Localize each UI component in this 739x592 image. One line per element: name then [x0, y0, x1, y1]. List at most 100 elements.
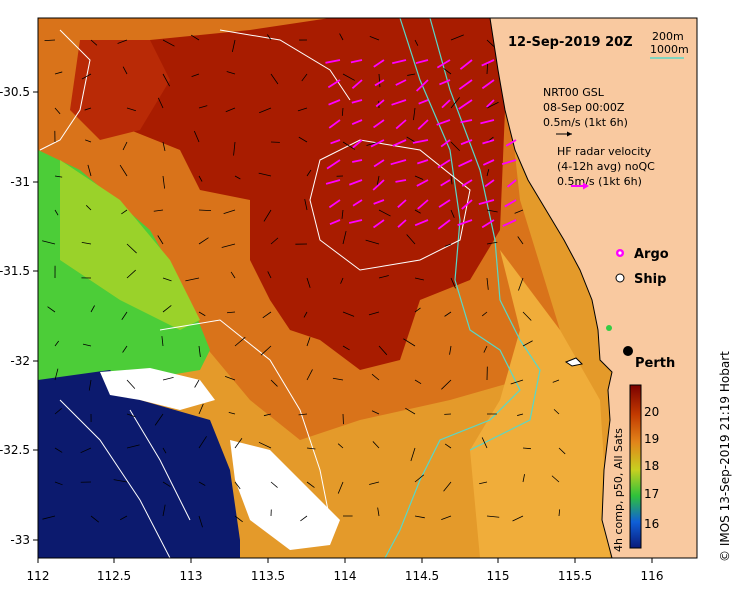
current-arrow [303, 311, 308, 318]
hf-radar-arrow [395, 119, 407, 130]
current-arrow [225, 107, 236, 113]
hf-radar-arrow [397, 199, 407, 208]
current-arrow [342, 141, 355, 150]
current-arrow [522, 447, 531, 450]
hf-radar-arrow [486, 99, 495, 108]
x-tick-label: 114 [334, 569, 357, 583]
current-arrow [193, 130, 200, 143]
y-tick-label: -31 [10, 175, 30, 189]
contour-200m [384, 18, 521, 558]
current-arrow [304, 199, 308, 211]
hf-radar-arrow [328, 199, 341, 209]
current-arrow [486, 209, 498, 213]
current-arrow [341, 107, 344, 116]
contour-1000m [429, 18, 541, 451]
hf-radar-arrow [439, 79, 451, 86]
current-arrow [263, 413, 272, 417]
hf-radar-arrow [417, 159, 429, 165]
hf-radar-arrow [392, 139, 407, 147]
ship-icon [615, 273, 625, 283]
current-arrow [198, 105, 208, 109]
current-arrow [444, 311, 452, 317]
hf-radar-scale: 0.5m/s (1kt 6h) [557, 175, 642, 188]
current-arrow [42, 515, 56, 520]
current-arrow [376, 175, 380, 186]
current-arrow [234, 336, 246, 347]
current-arrow [54, 340, 60, 347]
hf-radar-arrow [437, 159, 451, 169]
current-arrow [162, 73, 171, 87]
current-arrow [368, 311, 380, 316]
current-arrow [297, 107, 308, 112]
hf-radar-arrow [373, 59, 385, 68]
current-arrow [378, 73, 381, 88]
current-arrow [119, 515, 128, 521]
y-tick-label: -32.5 [0, 443, 30, 457]
hf-radar-arrow [330, 139, 341, 145]
hf-radar-arrow [502, 219, 517, 227]
current-arrow [558, 509, 561, 517]
current-arrow [88, 379, 92, 391]
hf-radar-arrow [417, 199, 429, 210]
hf-radar-arrow [440, 139, 451, 148]
hf-radar-arrow [373, 159, 385, 168]
current-arrow [153, 209, 164, 212]
current-arrow [414, 515, 425, 519]
hf-scale-arrowhead [583, 182, 589, 190]
hf-radar-arrow [436, 119, 451, 126]
current-arrow [224, 375, 236, 381]
current-arrow [162, 39, 175, 47]
y-tick-label: -30.5 [0, 85, 30, 99]
current-arrow [85, 139, 92, 143]
current-arrow [342, 345, 350, 351]
current-arrow [405, 407, 416, 415]
current-arrow [85, 205, 92, 211]
current-arrow [81, 241, 92, 245]
current-arrow [119, 164, 128, 177]
colorbar-tick-label: 16 [644, 517, 659, 531]
hf-radar-arrow [351, 99, 363, 104]
current-arrow [414, 379, 422, 385]
current-arrow [406, 234, 416, 245]
hf-radar-arrow [415, 59, 429, 64]
map-title: 12-Sep-2019 20Z [508, 35, 633, 50]
current-arrow [194, 379, 200, 388]
current-arrow [126, 269, 136, 279]
current-arrow [198, 403, 204, 415]
colorbar-ticks: 20 19 18 17 16 [644, 405, 659, 531]
current-arrow [378, 275, 389, 279]
hf-radar-arrow [480, 119, 495, 125]
hf-radar-arrow [416, 179, 429, 187]
hf-radar-arrow [458, 79, 473, 90]
current-arrow [157, 97, 164, 109]
current-arrow [90, 305, 95, 313]
hf-radar-arrow [460, 119, 473, 124]
current-arrow [54, 107, 61, 115]
hf-radar-arrow [460, 139, 473, 146]
current-arrow [231, 39, 236, 53]
current-arrow [444, 443, 452, 449]
current-arrow [198, 175, 203, 182]
credit-label: © IMOS 13-Sep-2019 21:19 Hobart [718, 351, 732, 562]
hf-radar-arrow [395, 79, 407, 86]
current-arrow [234, 437, 243, 449]
current-arrow [198, 237, 209, 245]
hf-radar-arrow [375, 99, 385, 108]
current-arrow [267, 271, 272, 279]
current-arrow [486, 39, 495, 47]
warm-core-eddy [130, 18, 505, 370]
hf-radar-arrow [372, 179, 385, 191]
current-arrow [522, 340, 533, 347]
current-arrow [270, 237, 279, 245]
hf-radar-arrow [437, 219, 451, 230]
argo-float-icon [616, 249, 624, 257]
current-arrow [441, 379, 452, 390]
current-arrow [270, 379, 278, 387]
perth-label: Perth [635, 356, 675, 371]
hf-radar-arrow [414, 219, 429, 227]
current-arrow [54, 368, 59, 381]
hf-radar-arrow [505, 139, 517, 147]
current-arrow [481, 437, 488, 449]
cloud-mask-south [230, 440, 340, 550]
current-arrow [306, 277, 311, 288]
